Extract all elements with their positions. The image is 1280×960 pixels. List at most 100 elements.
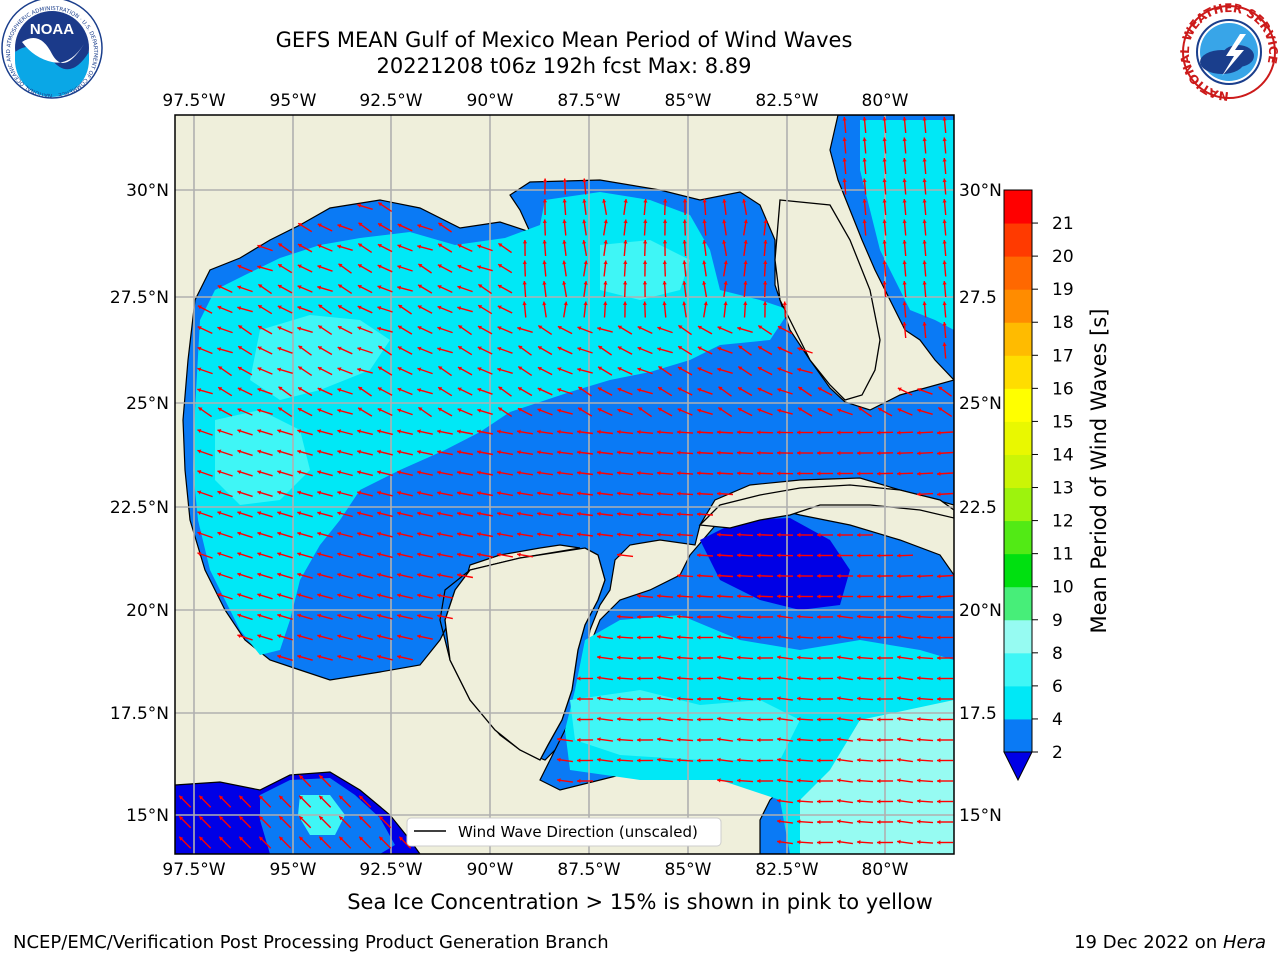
wind-wave-arrowhead <box>397 346 402 351</box>
wind-wave-arrowhead <box>597 655 601 660</box>
wind-wave-arrowhead <box>317 285 322 290</box>
wind-wave-arrowhead <box>837 573 841 579</box>
wind-wave-arrowhead <box>237 613 242 618</box>
lon-label: 80°W <box>862 860 909 880</box>
wind-wave-arrowhead <box>582 178 587 183</box>
colorbar-tick-label: 19 <box>1052 280 1074 300</box>
wind-wave-arrowhead <box>617 470 621 476</box>
wind-wave-arrowhead <box>642 260 648 264</box>
wind-wave-arrowhead <box>299 836 304 841</box>
wind-wave-arrowhead <box>337 408 342 413</box>
wind-wave-arrowhead <box>562 199 567 203</box>
wind-wave-arrowhead <box>277 490 282 495</box>
wind-wave-arrowhead <box>717 326 722 331</box>
wind-wave-arrowhead <box>857 696 861 701</box>
wind-wave-arrowhead <box>617 491 621 496</box>
wind-wave-arrowhead <box>437 614 441 619</box>
lon-labels-bottom: 97.5°W 95°W 92.5°W 90°W 87.5°W 85°W 82.5… <box>162 860 908 880</box>
wind-wave-arrowhead <box>942 301 947 306</box>
wind-wave-arrowhead <box>937 430 941 435</box>
wind-wave-arrowhead <box>758 346 763 350</box>
lon-label: 80°W <box>862 91 909 111</box>
wind-wave-arrowhead <box>437 347 442 352</box>
wind-wave-arrowhead <box>583 260 588 265</box>
wind-wave-arrowhead <box>277 367 282 372</box>
wind-wave-arrowhead <box>438 387 443 391</box>
wind-wave-arrowhead <box>657 532 661 537</box>
wind-wave-arrowhead <box>458 325 463 330</box>
footer-host: Hera <box>1222 932 1266 953</box>
wind-wave-arrowhead <box>777 367 782 372</box>
wind-wave-arrowhead <box>199 795 204 800</box>
wind-wave-arrowhead <box>239 795 244 800</box>
wind-wave-arrowhead <box>757 655 761 661</box>
wind-wave-arrowhead <box>257 265 262 270</box>
wind-wave-arrowhead <box>237 285 242 290</box>
wind-wave-arrowhead <box>917 408 922 413</box>
wind-wave-arrowhead <box>717 450 721 455</box>
wind-wave-arrowhead <box>637 655 641 661</box>
wind-wave-arrowhead <box>597 429 601 435</box>
wind-wave-arrowhead <box>897 819 901 824</box>
wind-wave-arrowhead <box>677 655 681 660</box>
wind-wave-arrowhead <box>597 634 601 639</box>
wind-wave-arrowhead <box>697 676 701 681</box>
wind-wave-arrowhead <box>798 407 803 412</box>
wind-wave-arrowhead <box>337 429 342 434</box>
wind-wave-arrowhead <box>797 758 801 763</box>
wind-wave-arrowhead <box>497 346 502 351</box>
lat-label: 22.5°N <box>110 498 169 518</box>
wind-wave-arrowhead <box>537 429 541 434</box>
colorbar-swatch <box>1004 652 1032 687</box>
wind-wave-arrowhead <box>617 532 621 537</box>
wind-wave-arrowhead <box>537 470 541 475</box>
colorbar-swatch <box>1004 322 1032 356</box>
wind-wave-arrowhead <box>858 407 863 412</box>
wind-wave-arrowhead <box>477 408 482 413</box>
wind-wave-arrowhead <box>377 511 381 516</box>
wind-wave-arrowhead <box>682 260 687 265</box>
wind-wave-arrowhead <box>417 634 421 639</box>
wind-wave-arrowhead <box>418 284 423 289</box>
wind-wave-arrowhead <box>597 696 601 701</box>
wind-wave-arrowhead <box>777 326 782 330</box>
wind-wave-arrowhead <box>218 366 223 371</box>
lat-label: 25°N <box>126 394 169 414</box>
wind-wave-arrowhead <box>697 553 701 558</box>
wind-wave-arrowhead <box>237 408 242 413</box>
wind-wave-arrowhead <box>278 243 283 248</box>
wind-wave-arrowhead <box>882 260 887 265</box>
wind-wave-arrowhead <box>737 717 741 722</box>
wind-wave-arrowhead <box>317 244 322 249</box>
wind-wave-arrowhead <box>299 775 304 780</box>
wind-wave-arrowhead <box>278 386 283 391</box>
wind-wave-arrowhead <box>762 301 768 305</box>
wind-wave-arrowhead <box>258 325 262 330</box>
wind-wave-arrowhead <box>837 798 841 803</box>
wind-wave-arrowhead <box>438 407 442 412</box>
wind-wave-arrowhead <box>557 326 562 330</box>
wind-wave-arrowhead <box>877 430 881 435</box>
wind-wave-arrowhead <box>197 552 202 556</box>
wind-wave-arrowhead <box>583 301 588 306</box>
wind-wave-arrowhead <box>817 471 821 476</box>
footer-date-text: 19 Dec 2022 on <box>1074 932 1223 953</box>
wind-wave-arrowhead <box>882 199 887 203</box>
wind-wave-arrowhead <box>237 387 242 392</box>
wind-wave-arrowhead <box>457 264 462 269</box>
wind-wave-arrowhead <box>319 816 324 821</box>
wind-wave-arrowhead <box>377 285 382 290</box>
wind-wave-arrowhead <box>643 199 648 203</box>
wind-wave-arrowhead <box>377 552 381 557</box>
wind-wave-arrowhead <box>817 758 821 763</box>
wind-wave-arrowhead <box>842 137 847 142</box>
wind-wave-arrowhead <box>722 240 727 244</box>
wind-wave-arrowhead <box>497 532 501 537</box>
wind-wave-arrowhead <box>338 263 343 268</box>
wind-wave-arrowhead <box>542 301 547 306</box>
wind-wave-arrowhead <box>617 408 622 413</box>
wind-wave-arrowhead <box>922 158 927 162</box>
lon-label: 95°W <box>270 91 317 111</box>
wind-wave-arrowhead <box>277 449 282 454</box>
lon-label: 87.5°W <box>557 860 620 880</box>
